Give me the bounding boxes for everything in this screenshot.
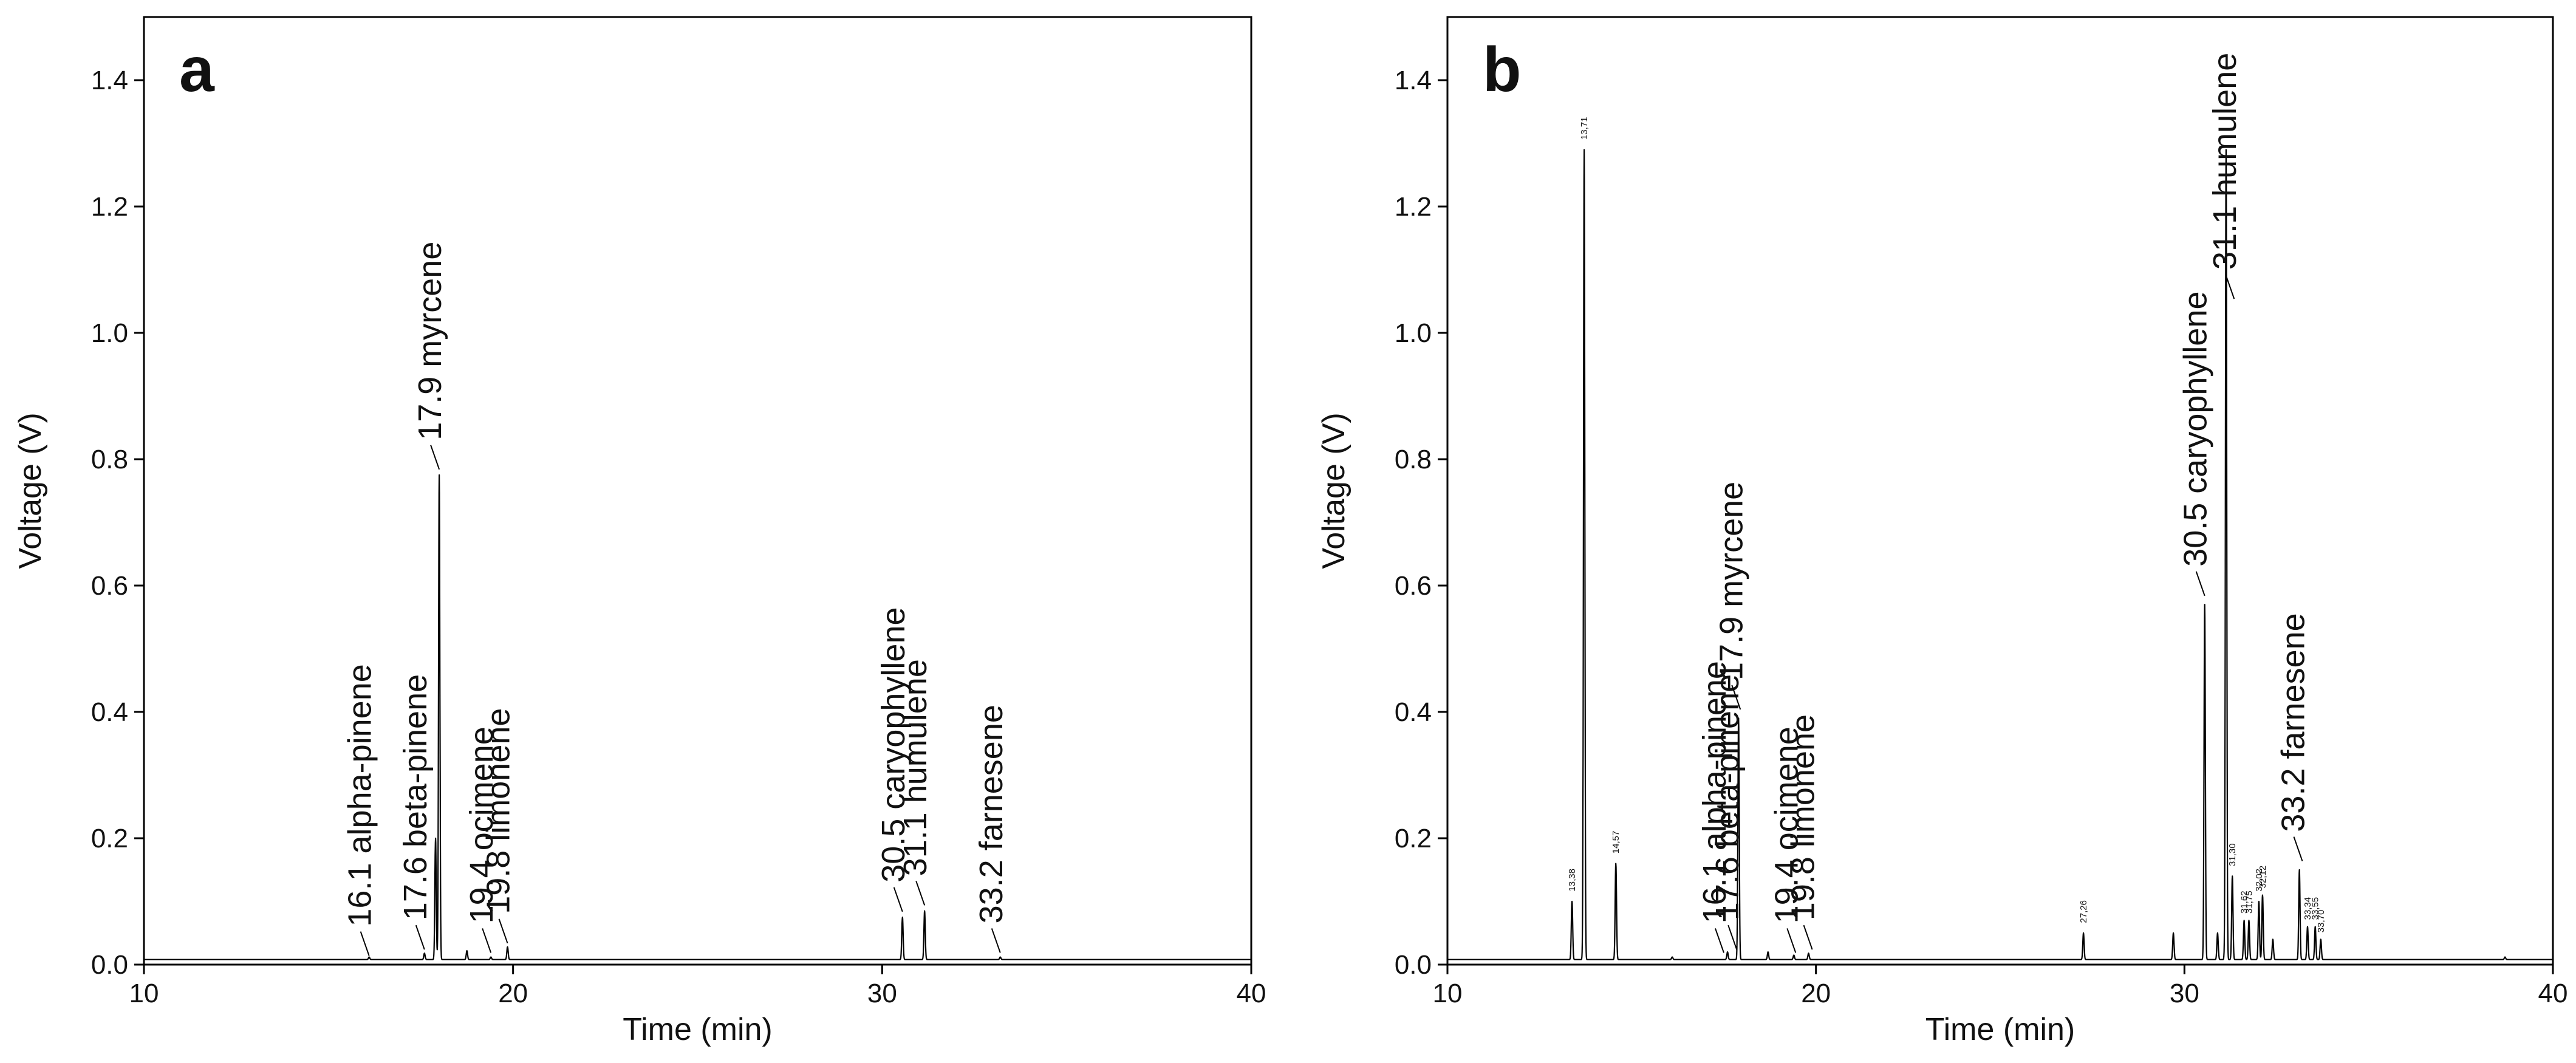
plot-frame [1446, 16, 2554, 966]
x-tick-label: 10 [129, 979, 159, 1008]
retention-time-label: 14,57 [1611, 831, 1621, 854]
x-tick-label: 10 [1433, 979, 1463, 1008]
retention-time-label: 13,71 [1579, 117, 1590, 140]
y-axis-label: Voltage (V) [13, 412, 48, 569]
y-tick-label: 0.4 [91, 697, 128, 727]
annotation-leader [360, 931, 370, 956]
annotation-leader [2293, 836, 2303, 861]
peak-annotation: 30.5 caryophyllene [875, 607, 912, 882]
panel-letter: b [1483, 35, 1522, 105]
retention-time-label: 32,02 [2254, 869, 2264, 892]
y-tick-label: 1.2 [91, 192, 128, 222]
chromatogram-trace [143, 474, 1252, 960]
y-tick-label: 0.0 [1395, 950, 1432, 980]
peak-annotation: 33.2 farnesene [2275, 613, 2311, 832]
annotation-leader [1715, 928, 1724, 953]
y-tick-label: 0.0 [91, 950, 128, 980]
x-tick-label: 30 [867, 979, 897, 1008]
y-tick-label: 1.2 [1395, 192, 1432, 222]
annotation-leader [2195, 571, 2205, 596]
retention-time-label: 27,26 [2079, 900, 2089, 923]
y-tick-label: 0.2 [91, 824, 128, 853]
peak-annotation: 33.2 farnesene [973, 705, 1010, 923]
x-tick-label: 30 [2170, 979, 2199, 1008]
retention-time-label: 32,12 [2258, 866, 2268, 889]
peak-annotation: 17.9 myrcene [1713, 482, 1749, 680]
peak-annotation: 31.1 humulene [897, 659, 934, 876]
peak-annotation: 19.8 limonene [480, 708, 517, 914]
y-tick-label: 1.0 [91, 318, 128, 348]
x-tick-label: 40 [1237, 979, 1266, 1008]
peak-annotation: 17.6 beta-pinene [397, 674, 434, 920]
annotation-leader [430, 445, 440, 470]
peak-annotation: 19.4 ocimene [463, 726, 500, 923]
x-tick-label: 20 [498, 979, 528, 1008]
y-tick-label: 1.0 [1395, 318, 1432, 348]
peak-annotation: 19.8 limonene [1785, 714, 1822, 920]
y-tick-label: 1.4 [91, 66, 128, 95]
annotation-leader [1727, 925, 1738, 950]
chromatogram-panel-a: 0.0 0.2 0.4 0.6 0.8 1.0 1.2 1.4 10 20 30 40 Time (mi… [13, 16, 1266, 1047]
x-axis-label: Time (min) [1925, 1012, 2075, 1047]
y-tick-label: 0.8 [91, 445, 128, 474]
y-tick-label: 0.8 [1395, 445, 1432, 474]
retention-time-label: 31,75 [2244, 890, 2255, 914]
y-axis-label: Voltage (V) [1316, 412, 1351, 569]
annotation-leader [1731, 685, 1741, 710]
annotation-leader [915, 881, 926, 906]
x-tick-label: 40 [2538, 979, 2568, 1008]
peak-annotation: 17.6 beta-pinene [1709, 674, 1746, 920]
annotation-leader [1803, 925, 1813, 950]
annotation-leader [482, 928, 492, 953]
plot-frame [143, 16, 1252, 966]
annotation-leader [2225, 274, 2235, 299]
y-tick-label: 0.6 [1395, 571, 1432, 601]
peak-annotation: 30.5 caryophyllene [2178, 291, 2214, 566]
peak-annotation: 16.1 alpha-pinene [342, 664, 378, 926]
y-tick-label: 1.4 [1395, 66, 1432, 95]
retention-time-label: 33,55 [2311, 897, 2321, 920]
retention-time-label: 31,62 [2239, 890, 2250, 914]
retention-time-label: 33,34 [2303, 897, 2313, 920]
annotation-leader [415, 925, 425, 950]
y-tick-label: 0.6 [91, 571, 128, 601]
peak-annotation: 31.1 humulene [2207, 53, 2243, 270]
annotation-leader [893, 887, 903, 912]
peak-annotation: 16.1 alpha-pinene [1696, 661, 1733, 923]
x-axis-label: Time (min) [623, 1012, 773, 1047]
retention-time-label: 31,30 [2227, 843, 2238, 866]
chromatogram-panel-b: 0.0 0.2 0.4 0.6 0.8 1.0 1.2 1.4 10 20 30 40 Time (mi… [1316, 16, 2568, 1047]
y-tick-label: 0.2 [1395, 824, 1432, 853]
annotation-leader [1786, 928, 1797, 953]
panel-letter: a [179, 35, 215, 105]
annotation-leader [498, 918, 508, 944]
y-tick-label: 0.4 [1395, 697, 1432, 727]
retention-time-label: 33,70 [2316, 910, 2326, 933]
annotation-leader [991, 928, 1001, 953]
x-tick-label: 20 [1801, 979, 1831, 1008]
chromatogram-trace [1447, 149, 2554, 960]
peak-annotation: 17.9 myrcene [412, 242, 448, 440]
peak-annotation: 19.4 ocimene [1768, 726, 1805, 923]
retention-time-label: 13,38 [1567, 869, 1577, 892]
